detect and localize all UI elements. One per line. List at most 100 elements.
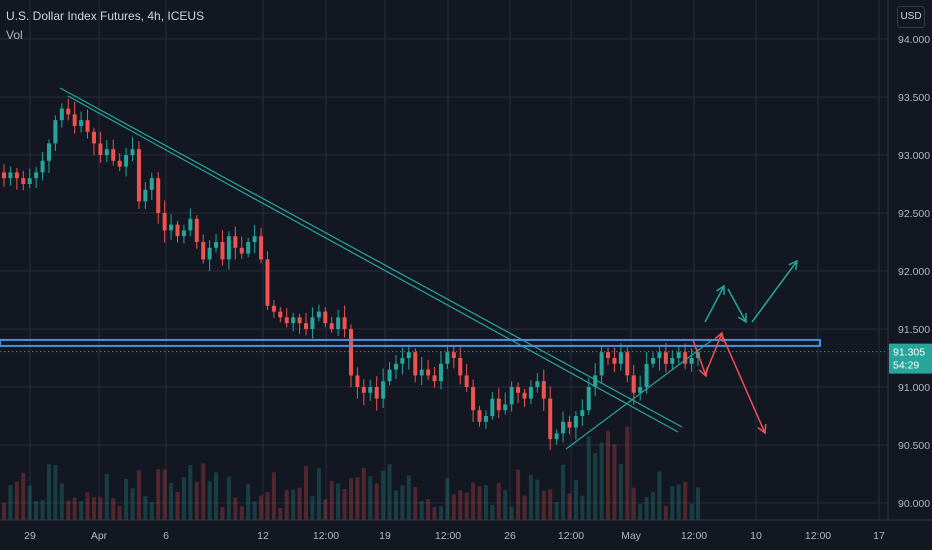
volume-bar [304,466,309,520]
volume-bar [265,491,270,520]
candle-body [368,387,373,393]
candle-body [181,230,186,237]
time-tick-label: May [621,530,642,542]
candle-body [689,358,694,364]
candle-body [53,120,58,144]
candle-body [438,363,443,382]
candle-body [278,311,283,318]
candle-body [631,375,636,393]
volume-bar [528,475,533,520]
candle-body [27,178,32,184]
volume-bar [259,495,264,520]
candle-body [432,375,437,382]
volume-bar [586,436,591,520]
candle-body [612,358,617,364]
volume-bar [554,501,559,520]
candle-body [573,416,578,428]
candle-body [567,421,572,428]
candle-body [503,404,508,411]
candle-body [239,247,244,254]
price-tick-label: 91.000 [898,382,930,394]
volume-bar [651,492,656,520]
candle-body [284,317,289,324]
candle-body [2,172,6,179]
candle-body [580,410,585,416]
candle-body [46,143,51,161]
volume-bar [535,479,540,520]
arrow-up-1-head [716,284,725,296]
currency-button[interactable]: USD [897,6,925,28]
candle-body [72,114,77,126]
candle-body [496,398,501,411]
candle-body [323,311,328,324]
drawings [0,87,888,450]
price-tick-label: 92.500 [898,208,930,220]
volume-bar [426,498,431,520]
candle-body [554,433,559,440]
candle-body [663,352,668,364]
volume-bar [387,464,392,520]
volume-bar [393,490,398,520]
candle-body [40,160,45,173]
volume-bar [406,475,411,520]
volume-bar [400,485,405,520]
volume-bar [477,486,482,520]
candle-body [464,375,469,387]
candle-body [683,352,688,364]
volume-bar [503,489,508,520]
candle-body [104,149,109,155]
time-tick-label: 6 [163,530,169,542]
candle-body [8,172,13,179]
candle-body [541,381,546,399]
candle-body [381,381,386,399]
candle-body [606,352,611,358]
candle-body [561,421,566,434]
candle-body [14,172,19,179]
arrow-up-3 [751,260,798,323]
resistance-band [0,338,821,347]
candle-body [233,236,238,248]
volume-bar [117,505,122,520]
volume-bar [104,473,109,520]
volume-bar [471,482,476,520]
arrow-down-2 [704,332,723,376]
volume-bar [548,489,553,520]
price-tick-label: 90.000 [898,498,930,510]
candle-body [66,108,71,115]
candle-body [336,317,341,329]
volume-bar [271,472,276,520]
candle-body [111,149,116,161]
volume-bar [46,464,51,520]
time-tick-label: Apr [91,530,108,542]
trendline-upper [59,87,683,428]
volume-bar [27,485,32,520]
volume-bar [445,478,450,520]
volume-bar [490,505,495,520]
candle-body [156,178,161,213]
volume-bar [696,487,700,520]
volume-bar [451,494,456,520]
time-tick-label: 19 [379,530,391,542]
candle-body [136,149,141,202]
candle-body [220,242,225,260]
candle-body [361,387,366,393]
time-tick-label: 12:00 [558,530,584,542]
volume-bar [413,486,418,520]
time-tick-label: 29 [24,530,36,542]
candle-body [599,352,604,376]
candle-body [310,317,315,329]
candle-body [676,352,681,358]
volume-bar [252,501,257,520]
volume-bar [349,478,353,520]
volume-bar [91,497,96,520]
volume-bar [561,464,566,520]
time-tick-label: 26 [504,530,516,542]
candle-body [355,375,360,387]
candle-body [252,236,257,242]
trendline-lower [67,95,679,433]
candle-body [374,387,379,399]
volume-bar [496,483,501,520]
volume-bar [355,477,360,520]
candle-body [188,218,193,231]
